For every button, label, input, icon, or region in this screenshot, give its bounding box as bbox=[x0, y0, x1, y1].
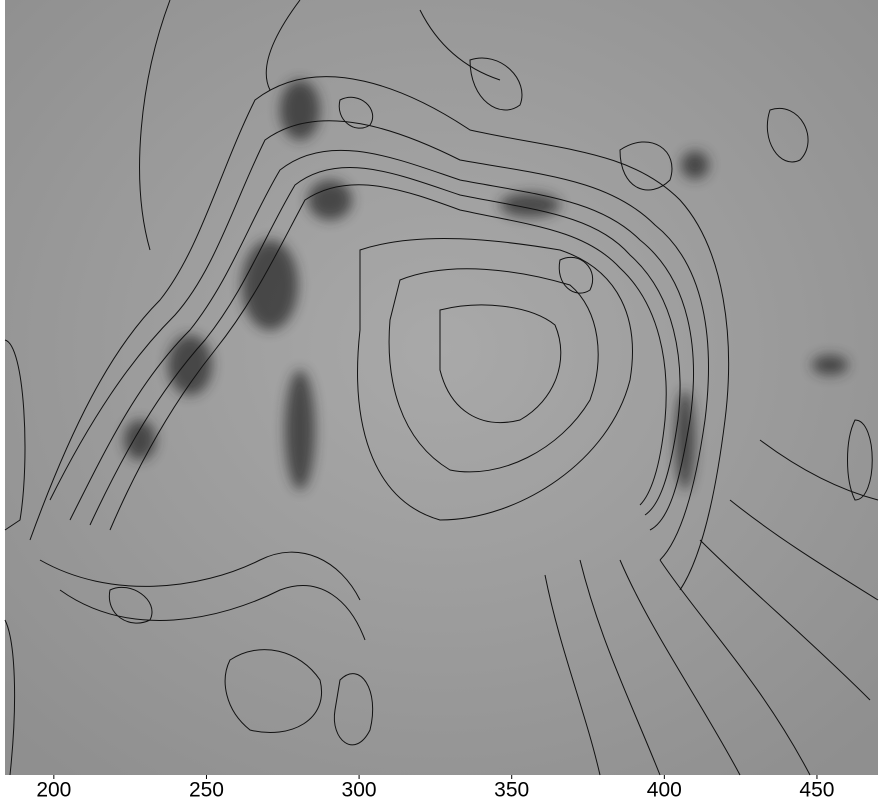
x-tick-label: 250 bbox=[189, 779, 224, 802]
x-axis: 200 250 300 350 400 450 bbox=[36, 775, 834, 802]
x-tick-label: 350 bbox=[494, 779, 529, 802]
x-tick-label: 400 bbox=[647, 779, 682, 802]
x-tick-label: 300 bbox=[342, 779, 377, 802]
x-tick-label: 200 bbox=[36, 779, 71, 802]
x-tick-label: 450 bbox=[799, 779, 834, 802]
relief-map: 200 250 300 350 400 450 bbox=[0, 0, 880, 806]
map-area bbox=[5, 0, 878, 775]
